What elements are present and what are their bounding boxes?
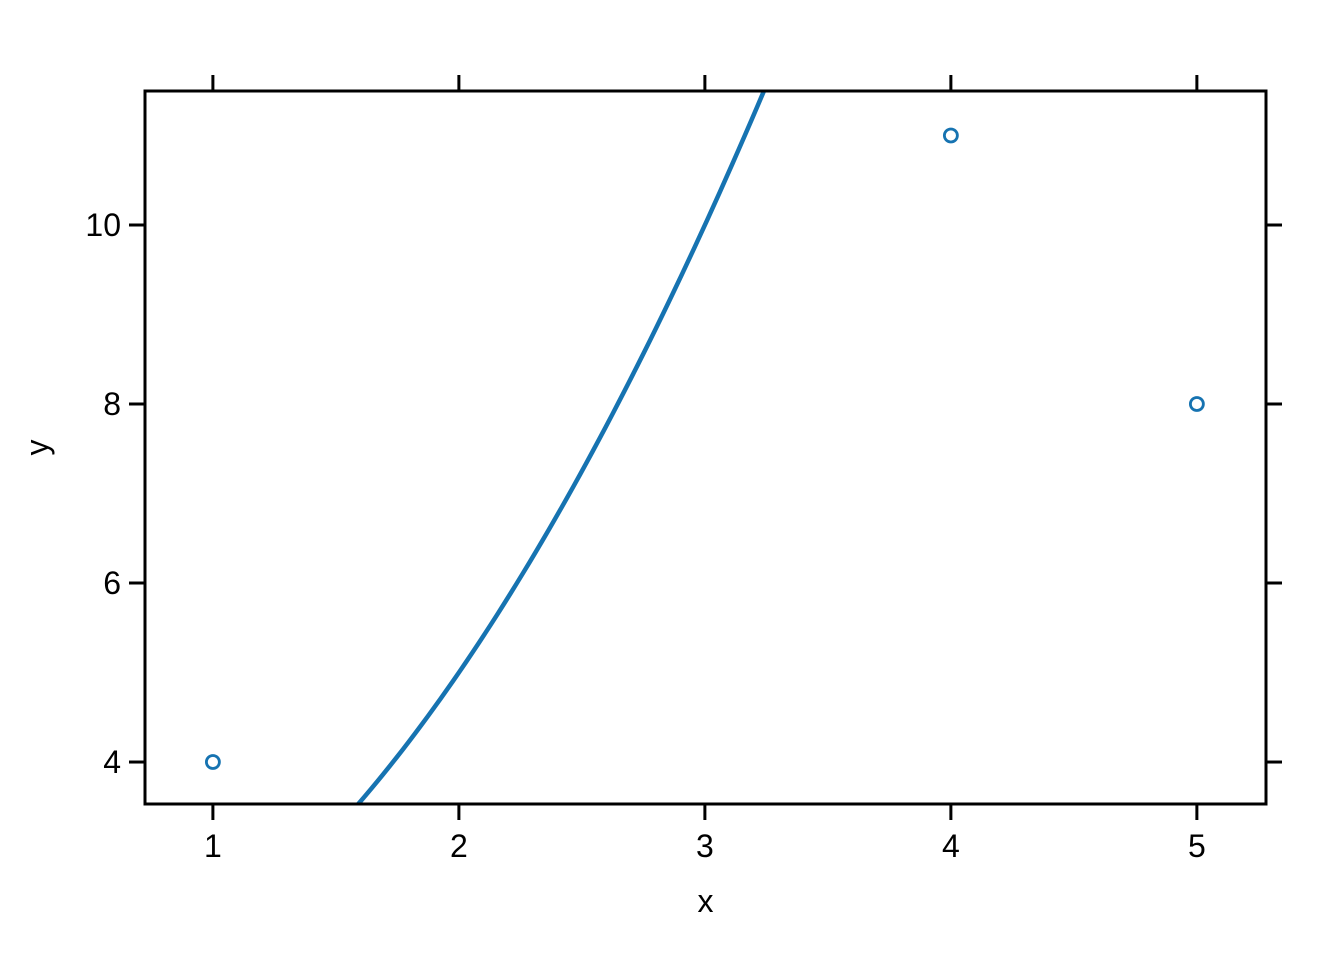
data-point-layer <box>204 127 1205 770</box>
y-tick-label: 4 <box>103 744 121 780</box>
data-point <box>1188 396 1205 412</box>
x-tick-label: 2 <box>450 828 468 864</box>
y-tick-label: 6 <box>103 565 121 601</box>
fit-curve-layer <box>356 91 766 804</box>
fit-curve <box>356 91 766 804</box>
data-point <box>204 754 221 770</box>
y-axis-label: y <box>19 440 55 456</box>
x-tick-label: 1 <box>204 828 222 864</box>
x-tick-label: 3 <box>696 828 714 864</box>
x-tick-label: 5 <box>1188 828 1206 864</box>
plot-border <box>143 89 1268 806</box>
x-axis-label: x <box>698 883 714 919</box>
y-tick-label: 8 <box>103 386 121 422</box>
y-tick-label: 10 <box>85 207 121 243</box>
data-point <box>942 127 959 144</box>
x-tick-label: 4 <box>942 828 960 864</box>
axis-layer: 1 2 3 4 5 4 6 8 10 <box>85 75 1282 864</box>
